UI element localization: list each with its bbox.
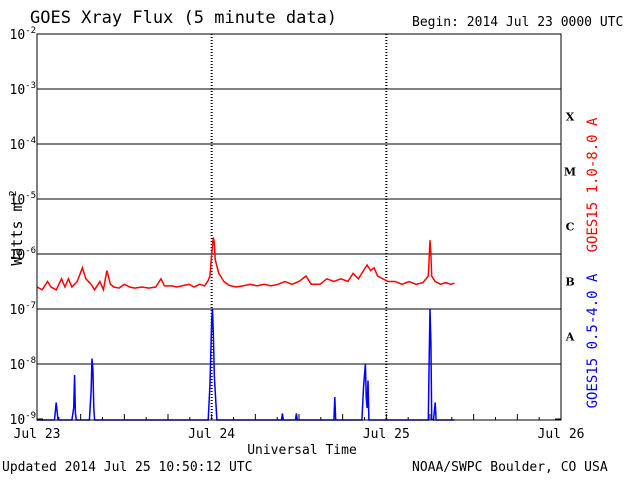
legend-short-channel-label: GOES15 0.5-4.0 A [585, 273, 601, 408]
y-tick-label: 10-6 [10, 246, 37, 263]
series-line-long-channel [36, 237, 455, 293]
svg-text:Watts m-2: Watts m-2 [8, 190, 26, 265]
flare-class-label: X [566, 111, 575, 124]
y-tick-label: 10-5 [10, 191, 37, 208]
legend-long-channel: GOES15 1.0-8.0 A [585, 117, 601, 252]
x-tick-label: Jul 24 [188, 427, 235, 442]
y-tick-label: 10-2 [10, 26, 37, 43]
y-tick-label: 10-9 [10, 411, 37, 428]
x-tick-label: Jul 25 [363, 427, 410, 442]
y-axis-label: Watts m-2 [8, 190, 26, 265]
page-title: GOES Xray Flux (5 minute data) [30, 8, 338, 28]
legend-long-channel-label: GOES15 1.0-8.0 A [585, 117, 601, 252]
y-axis-label-text: Watts m [8, 202, 26, 265]
flare-class-label: A [565, 331, 575, 344]
y-tick-label: 10-4 [10, 136, 37, 153]
plot-frame [36, 33, 562, 421]
credit-text: NOAA/SWPC Boulder, CO USA [412, 460, 608, 475]
x-tick-label: Jul 23 [14, 427, 61, 442]
y-axis-label-sup: -2 [8, 190, 19, 202]
y-tick-label: 10-8 [10, 356, 37, 373]
flare-class-label: M [564, 166, 576, 179]
flare-class-label: C [566, 221, 575, 234]
legend-short-channel: GOES15 0.5-4.0 A [585, 273, 601, 408]
begin-timestamp: Begin: 2014 Jul 23 0000 UTC [412, 15, 624, 30]
x-tick-label: Jul 26 [538, 427, 585, 442]
updated-timestamp: Updated 2014 Jul 25 10:50:12 UTC [2, 460, 253, 475]
flare-class-label: B [565, 276, 574, 289]
y-tick-label: 10-3 [10, 81, 37, 98]
y-tick-label: 10-7 [10, 301, 37, 318]
x-axis-label: Universal Time [247, 443, 357, 458]
